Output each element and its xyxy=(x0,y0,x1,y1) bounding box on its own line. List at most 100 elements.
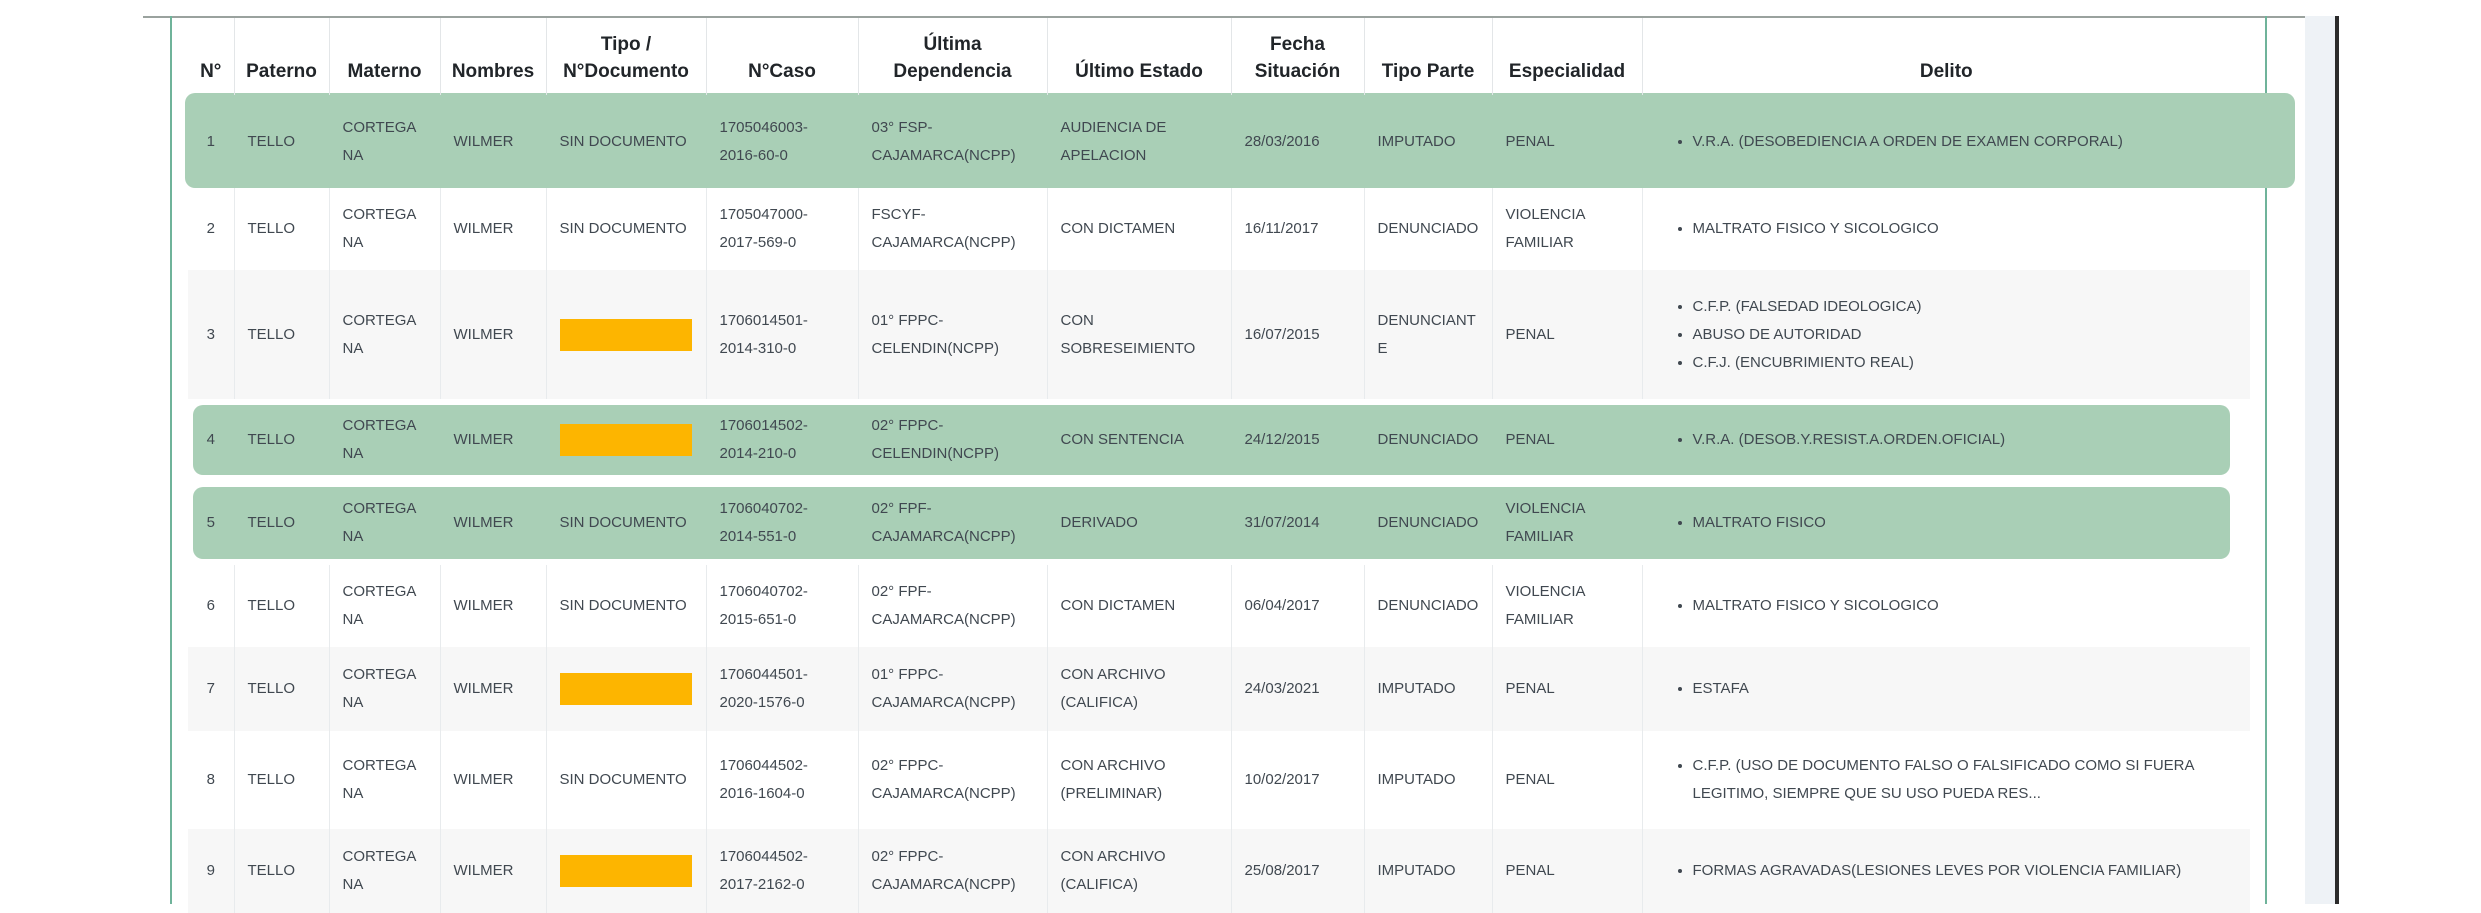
materno-cell-text: CORTEGANA xyxy=(342,311,417,357)
fecha-cell-text: 25/08/2017 xyxy=(1244,862,1320,879)
especialidad-cell-text: PENAL xyxy=(1505,325,1555,343)
paterno-cell: TELLO xyxy=(234,481,329,565)
tipo-parte-cell-text: IMPUTADO xyxy=(1377,771,1456,788)
row-highlight xyxy=(193,487,2230,559)
redaction-block xyxy=(559,855,692,887)
row-highlight xyxy=(193,405,2230,475)
table-row[interactable]: 5 TELLO CORTEGANA WILMER SIN DOCUMENTO 170604… xyxy=(188,481,2250,565)
dependencia-cell: FSCYF-CAJAMARCA(NCPP) xyxy=(858,188,1048,270)
paterno-cell-text: TELLO xyxy=(247,771,296,788)
col-header-caso[interactable]: N°Caso xyxy=(706,18,859,95)
caso-cell-text: 1705046003-2016-60-0 xyxy=(719,118,808,164)
caso-cell-text: 1706044502-2017-2162-0 xyxy=(719,848,808,893)
col-header-paterno[interactable]: Paterno xyxy=(234,18,330,95)
tipo-parte-cell-text: DENUNCIANTE xyxy=(1377,311,1476,357)
col-header-especialidad[interactable]: Especialidad xyxy=(1492,18,1643,95)
fecha-cell-text: 24/12/2015 xyxy=(1244,431,1320,448)
materno-cell: CORTEGANA xyxy=(329,399,440,481)
nombres-cell: WILMER xyxy=(440,95,546,188)
col-header-dependencia[interactable]: Última Dependencia xyxy=(858,18,1048,95)
caso-cell: 1706040702-2014-551-0 xyxy=(706,481,858,565)
dependencia-cell-text: 02° FPPC-CAJAMARCA(NCPP) xyxy=(871,757,1016,802)
delito-list: FORMAS AGRAVADAS(LESIONES LEVES POR VIOL… xyxy=(1663,857,2238,885)
dependencia-cell: 01° FPPC-CAJAMARCA(NCPP) xyxy=(858,647,1048,731)
caso-cell: 1706014501-2014-310-0 xyxy=(706,270,859,399)
fecha-cell: 10/02/2017 xyxy=(1231,731,1365,829)
table-row[interactable]: 6 TELLO CORTEGANA WILMER SIN DOCUMENTO 170604… xyxy=(188,565,2250,647)
nombres-cell-text: WILMER xyxy=(453,680,514,697)
col-header-materno[interactable]: Materno xyxy=(329,18,441,95)
dependencia-cell-text: 02° FPPC-CELENDIN(NCPP) xyxy=(871,417,1000,462)
estado-cell: CON SOBRESEIMIENTO xyxy=(1047,270,1232,399)
table-row[interactable]: 9 TELLO CORTEGANA WILMER 1706044502-2017-216… xyxy=(188,829,2250,913)
fecha-cell-text: 16/11/2017 xyxy=(1244,220,1319,237)
documento-cell xyxy=(546,399,706,481)
dependencia-cell-text: 01° FPPC-CAJAMARCA(NCPP) xyxy=(871,666,1016,711)
materno-cell: CORTEGANA xyxy=(329,647,441,731)
paterno-cell: TELLO xyxy=(234,399,329,481)
dependencia-cell: 02° FPF-CAJAMARCA(NCPP) xyxy=(858,565,1048,647)
especialidad-cell-text: VIOLENCIA FAMILIAR xyxy=(1505,206,1585,251)
dependencia-cell-text: 01° FPPC-CELENDIN(NCPP) xyxy=(871,311,1000,357)
table-row[interactable]: 8 TELLO CORTEGANA WILMER SIN DOCUMENTO 170604… xyxy=(188,731,2250,829)
delito-item: C.F.P. (FALSEDAD IDEOLOGICA) xyxy=(1693,293,2238,321)
documento-cell-text: SIN DOCUMENTO xyxy=(559,220,687,237)
caso-cell-text: 1706040702-2015-651-0 xyxy=(719,583,808,628)
delito-item: V.R.A. (DESOBEDIENCIA A ORDEN DE EXAMEN … xyxy=(1693,128,2238,156)
col-header-delito[interactable]: Delito xyxy=(1919,61,1973,82)
dependencia-cell: 01° FPPC-CELENDIN(NCPP) xyxy=(858,270,1048,399)
estado-cell: CON ARCHIVO (CALIFICA) xyxy=(1047,829,1232,913)
estado-cell-text: CON SENTENCIA xyxy=(1060,431,1184,448)
scroll-track[interactable] xyxy=(2305,16,2335,904)
col-header-documento[interactable]: Tipo / N°Documento xyxy=(546,18,707,95)
caso-cell-text: 1706040702-2014-551-0 xyxy=(719,500,808,545)
caso-cell-text: 1706044502-2016-1604-0 xyxy=(719,757,808,802)
col-header-n[interactable]: N° xyxy=(188,18,235,95)
table-row[interactable]: 7 TELLO CORTEGANA WILMER 1706044501-2020-157… xyxy=(188,647,2250,731)
delito-cell: FORMAS AGRAVADAS(LESIONES LEVES POR VIOL… xyxy=(1642,829,2250,913)
col-header-estado[interactable]: Último Estado xyxy=(1047,18,1232,95)
col-header-fecha[interactable]: Fecha Situación xyxy=(1231,18,1365,95)
table-row[interactable]: 3 TELLO CORTEGANA WILMER 1706014501-2014-310… xyxy=(188,270,2250,399)
estado-cell: CON DICTAMEN xyxy=(1047,565,1232,647)
col-header-nombres[interactable]: Nombres xyxy=(440,18,547,95)
estado-cell-text: CON ARCHIVO (CALIFICA) xyxy=(1060,666,1166,711)
col-header-tipo-parte[interactable]: Tipo Parte xyxy=(1364,18,1493,95)
dependencia-cell: 03° FSP-CAJAMARCA(NCPP) xyxy=(858,95,1047,188)
nombres-cell: WILMER xyxy=(440,399,546,481)
table-row[interactable]: 1 TELLO CORTEGANA WILMER SIN DOCUMENTO 170504… xyxy=(188,95,2250,188)
estado-cell: DERIVADO xyxy=(1047,481,1231,565)
tipo-parte-cell: DENUNCIADO xyxy=(1364,188,1493,270)
documento-cell: SIN DOCUMENTO xyxy=(546,188,707,270)
documento-cell xyxy=(546,829,707,913)
caso-cell: 1705046003-2016-60-0 xyxy=(706,95,858,188)
caso-cell-text: 1706014502-2014-210-0 xyxy=(719,417,808,462)
table-row[interactable]: 2 TELLO CORTEGANA WILMER SIN DOCUMENTO 170504… xyxy=(188,188,2250,270)
redaction-block xyxy=(559,318,692,351)
dependencia-cell-text: 02° FPF-CAJAMARCA(NCPP) xyxy=(871,583,1016,628)
row-number-text: 7 xyxy=(206,680,215,697)
tipo-parte-cell-text: IMPUTADO xyxy=(1377,862,1456,879)
table-header-row: N° Paterno Materno Nombres Tipo / N°Docu… xyxy=(188,18,2250,95)
table-row[interactable]: 4 TELLO CORTEGANA WILMER 1706014502-2014-210… xyxy=(188,399,2250,481)
tipo-parte-cell: DENUNCIADO xyxy=(1364,565,1493,647)
delito-cell: MALTRATO FISICO Y SICOLOGICO xyxy=(1642,188,2250,270)
estado-cell: CON ARCHIVO (PRELIMINAR) xyxy=(1047,731,1232,829)
row-highlight xyxy=(185,93,2295,188)
especialidad-cell: VIOLENCIA FAMILIAR xyxy=(1492,481,1642,565)
delito-item: ESTAFA xyxy=(1693,675,2238,703)
tipo-parte-cell: IMPUTADO xyxy=(1364,95,1492,188)
paterno-cell: TELLO xyxy=(234,188,330,270)
paterno-cell-text: TELLO xyxy=(247,325,296,343)
tipo-parte-cell-text: DENUNCIADO xyxy=(1377,597,1479,614)
estado-cell-text: CON ARCHIVO (CALIFICA) xyxy=(1060,848,1166,893)
materno-cell: CORTEGANA xyxy=(329,270,441,399)
especialidad-cell-text: PENAL xyxy=(1505,431,1555,448)
dependencia-cell-text: FSCYF-CAJAMARCA(NCPP) xyxy=(871,206,1016,251)
documento-cell: SIN DOCUMENTO xyxy=(546,95,706,188)
tipo-parte-cell: DENUNCIANTE xyxy=(1364,270,1493,399)
delito-list: V.R.A. (DESOBEDIENCIA A ORDEN DE EXAMEN … xyxy=(1663,128,2238,156)
nombres-cell-text: WILMER xyxy=(453,220,514,237)
nombres-cell-text: WILMER xyxy=(453,514,514,531)
delito-cell: C.F.P. (FALSEDAD IDEOLOGICA)ABUSO DE AUT… xyxy=(1642,270,2250,399)
